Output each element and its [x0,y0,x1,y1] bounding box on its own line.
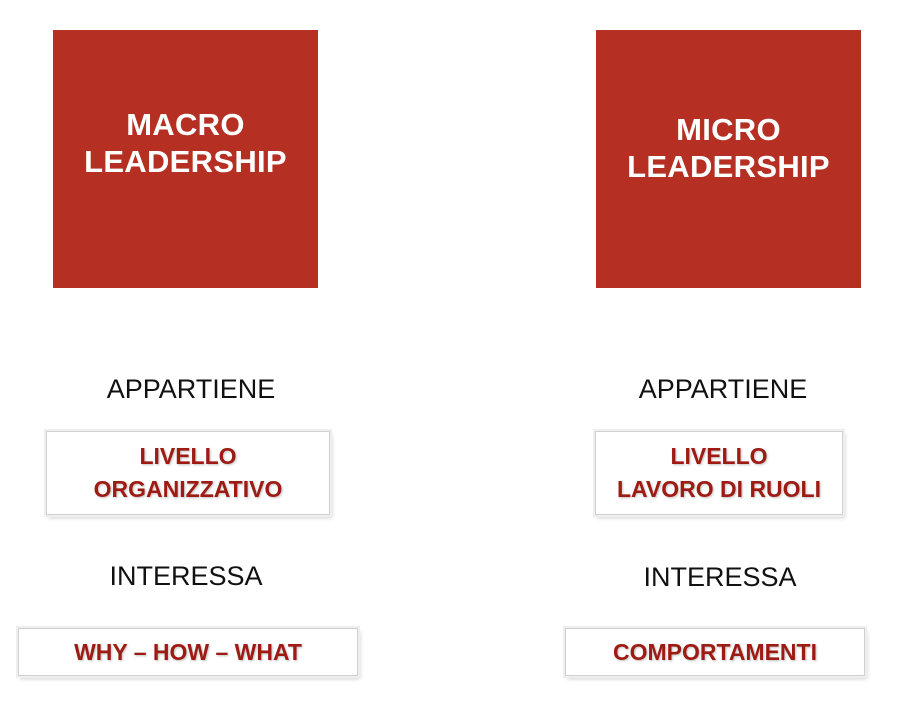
macro-concerns-caption: INTERESSA [109,561,263,591]
micro-leadership-title-line2: LEADERSHIP [627,149,830,184]
micro-concerns-text: COMPORTAMENTI [612,638,817,665]
macro-belongs-caption: APPARTIENE [106,374,276,404]
micro-leadership-tile: MICRO LEADERSHIP [596,30,861,288]
macro-level-line1: LIVELLO [139,443,237,469]
micro-leadership-title-line1: MICRO [676,112,781,147]
micro-belongs-caption: APPARTIENE [638,374,808,404]
macro-leadership-tile: MACRO LEADERSHIP [53,30,318,288]
macro-level-line2: ORGANIZZATIVO [93,476,283,502]
micro-level-box: LIVELLO LAVORO DI RUOLI [595,431,843,515]
macro-leadership-title-line2: LEADERSHIP [84,144,287,179]
micro-concerns-caption: INTERESSA [643,562,797,592]
micro-level-line2: LAVORO DI RUOLI [616,476,821,502]
macro-level-box: LIVELLO ORGANIZZATIVO [46,431,330,515]
micro-concerns-box: COMPORTAMENTI [565,628,865,676]
macro-leadership-title-line1: MACRO [126,107,245,142]
macro-concerns-box: WHY – HOW – WHAT [18,628,358,676]
micro-level-line1: LIVELLO [670,443,768,469]
macro-concerns-text: WHY – HOW – WHAT [74,638,302,665]
